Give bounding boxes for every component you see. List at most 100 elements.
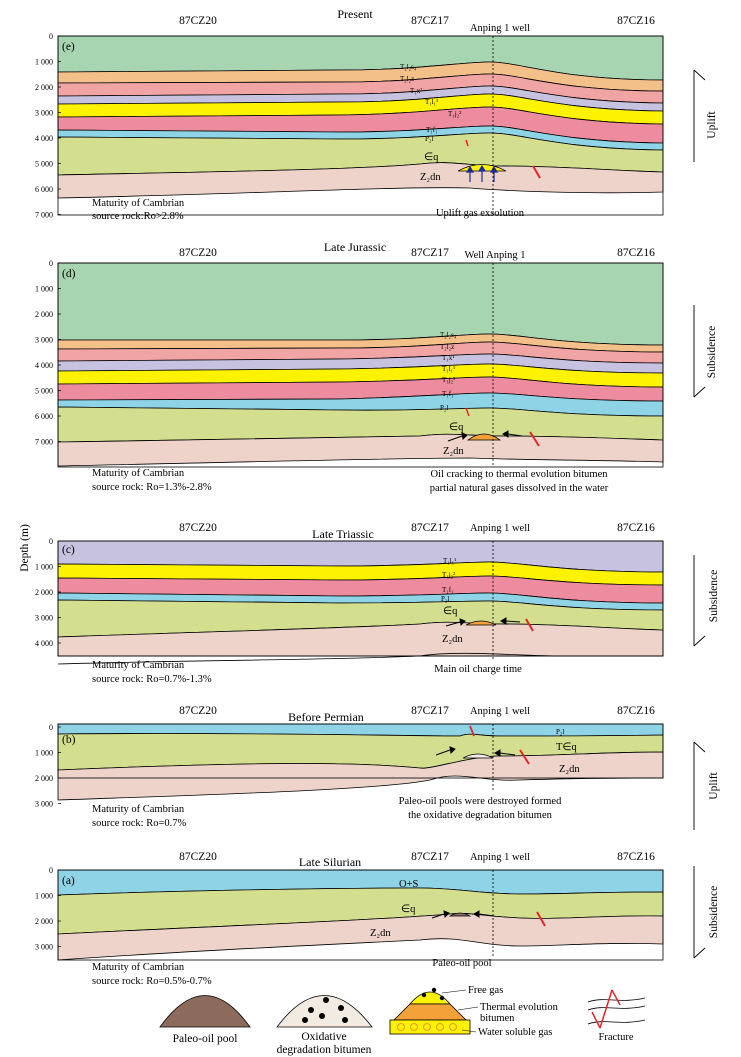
panel-d-maturity-2: source rock: Ro=1.3%-2.8% <box>92 482 212 493</box>
panel-e-well-name: Anping 1 well <box>470 23 530 34</box>
depth-tick-label: 4 000 <box>35 134 53 143</box>
panel-c-layer-label-1: T₁j₂² <box>442 571 455 579</box>
panel-e-depth-ticks: 0 1 000 2 000 3 000 4 000 5 000 6 000 7 000 <box>35 32 61 220</box>
depth-tick-label: 6 000 <box>35 185 53 194</box>
panel-c-layer-label-2: T₁f₁ <box>442 586 454 594</box>
depth-tick-label: 2 000 <box>35 310 53 319</box>
panel-e-movement: Uplift <box>693 69 718 162</box>
svg-text:Uplift: Uplift <box>706 110 718 138</box>
panel-b-frame <box>57 723 664 779</box>
depth-tick-label: 0 <box>49 259 53 268</box>
panel-b-movement: Uplift <box>693 741 720 830</box>
panel-c-well-name: Anping 1 well <box>470 523 530 534</box>
panel-c-frame <box>57 540 664 657</box>
panel-a-fracture <box>536 911 546 927</box>
panel-a-layer-label-1: ∈q <box>401 904 416 915</box>
legend-water-gas-label: Water soluble gas <box>478 1027 552 1038</box>
panel-b-note-2: the oxidative degradation bitumen <box>408 810 552 821</box>
panel-a-note-1: Paleo-oil pool <box>432 958 491 969</box>
panel-b-layer-label-0: P₂l <box>556 728 564 736</box>
panel-b-layer-label-2: Z₂dn <box>559 764 580 775</box>
panel-b-fracture-2 <box>469 725 475 737</box>
panel-d-oil-arrows <box>447 430 523 442</box>
panel-d-layer-label-5: T₁f₁ <box>442 390 454 398</box>
depth-tick-label: 5 000 <box>35 160 53 169</box>
panel-c-movement: Subsidence <box>693 555 720 647</box>
depth-tick-label: 0 <box>49 537 53 546</box>
panel-d-layer-label-0: T₂l₂s₄ <box>440 331 457 339</box>
panel-e-layer-label-2: T₁x² <box>410 87 422 95</box>
panel-e-gas-arrows <box>465 164 499 182</box>
panel-a-depth-ticks: 0 1 000 2 000 3 000 <box>35 866 61 952</box>
panel-d-layer-label-7: ∈q <box>449 422 464 433</box>
depth-tick-label: 5 000 <box>35 387 53 396</box>
panel-d-well-name: Well Anping 1 <box>465 250 526 261</box>
panel-b-well-right: 87CZ16 <box>617 705 655 717</box>
depth-tick-label: 3 000 <box>35 800 53 809</box>
panel-b: Before Permian 87CZ20 87CZ17 87CZ16 Anpi… <box>57 705 720 830</box>
panel-c: Late Triassic 87CZ20 87CZ17 87CZ16 Anpin… <box>57 522 720 685</box>
legend-paleo-oil-pool-label: Paleo-oil pool <box>173 1033 238 1045</box>
panel-d-layer-green <box>57 262 664 346</box>
panel-d-trap <box>466 433 502 441</box>
panel-b-note-1: Paleo-oil pools were destroyed formed <box>399 796 562 807</box>
panel-a-tag: (a) <box>62 875 75 887</box>
panel-d-depth-ticks: 0 1 000 2 000 3 000 4 000 5 000 6 000 7 000 <box>35 259 61 447</box>
panel-c-oil-arrows <box>445 617 521 627</box>
panel-e-layer-label-8: Z₂dn <box>420 172 441 183</box>
svg-text:Uplift: Uplift <box>708 771 720 799</box>
panel-e-well-mid: 87CZ17 <box>411 15 449 27</box>
panel-e-layer-label-1: T₂l₂z <box>400 75 414 83</box>
panel-a-maturity-2: source rock: Ro=0.5%-0.7% <box>92 976 212 987</box>
panel-b-tag: (b) <box>62 734 76 746</box>
panel-c-layer-label-0: T₁l₁¹ <box>443 557 456 565</box>
depth-tick-label: 0 <box>49 32 53 41</box>
panel-d-title: Late Jurassic <box>324 240 386 254</box>
depth-tick-label: 3 000 <box>35 943 53 952</box>
panel-c-well-mid: 87CZ17 <box>411 522 449 534</box>
depth-tick-label: 2 000 <box>35 774 53 783</box>
panel-a-well-left: 87CZ20 <box>179 851 217 863</box>
panel-c-maturity-2: source rock: Ro=0.7%-1.3% <box>92 674 212 685</box>
panel-a: Late Silurian 87CZ20 87CZ17 87CZ16 Anpin… <box>57 851 720 987</box>
panel-e-well-left: 87CZ20 <box>179 15 217 27</box>
svg-text:Subsidence: Subsidence <box>708 570 720 622</box>
panel-c-fracture <box>525 618 534 632</box>
panel-c-note-1: Main oil charge time <box>434 664 522 675</box>
panel-e-title: Present <box>337 7 373 21</box>
depth-tick-label: 2 000 <box>35 917 53 926</box>
depth-tick-label: 0 <box>49 723 53 732</box>
panel-a-well-mid: 87CZ17 <box>411 851 449 863</box>
legend: Paleo-oil pool Oxidative degradation bit… <box>159 985 646 1056</box>
panel-a-maturity-1: Maturity of Cambrian <box>92 962 185 973</box>
legend-trap-swatch <box>389 987 471 1035</box>
panel-d-maturity-1: Maturity of Cambrian <box>92 468 185 479</box>
depth-axis-label: Depth (m) <box>19 524 31 572</box>
panel-c-layer-label-3: P₂l <box>441 595 449 603</box>
panel-d-note-2: partial natural gases dissolved in the w… <box>430 483 609 494</box>
depth-tick-label: 4 000 <box>35 361 53 370</box>
panel-c-well-right: 87CZ16 <box>617 522 655 534</box>
depth-tick-label: 1 000 <box>35 563 53 572</box>
panel-e-layer-label-6: P₂l <box>425 135 433 143</box>
panel-e-layer-label-0: T₂l₂s₄ <box>400 63 417 71</box>
panel-d-movement: Subsidence <box>693 305 718 398</box>
panel-e-layer-label-4: T₁j₂² <box>448 110 461 118</box>
depth-tick-label: 2 000 <box>35 588 53 597</box>
panel-d: Late Jurassic 87CZ20 87CZ17 87CZ16 Well … <box>57 240 718 494</box>
panel-a-layer-label-0: O+S <box>399 879 419 890</box>
panel-b-maturity-1: Maturity of Cambrian <box>92 804 185 815</box>
panel-e: Present 87CZ20 87CZ17 87CZ16 Anping 1 we… <box>57 7 718 222</box>
panel-e-tag: (e) <box>62 41 75 53</box>
panel-c-well-left: 87CZ20 <box>179 522 217 534</box>
panel-b-layer-label-1: T∈q <box>556 742 578 753</box>
panel-c-layer-sand <box>57 621 664 657</box>
svg-text:Subsidence: Subsidence <box>706 326 718 378</box>
panel-a-layer-label-2: Z₂dn <box>370 928 391 939</box>
legend-free-gas-label: Free gas <box>468 985 503 996</box>
legend-oxidative-dots <box>302 997 348 1023</box>
panel-a-trap <box>448 912 472 917</box>
panel-e-note-1: Uplift gas exsolution <box>436 208 525 219</box>
panel-d-well-right: 87CZ16 <box>617 247 655 259</box>
